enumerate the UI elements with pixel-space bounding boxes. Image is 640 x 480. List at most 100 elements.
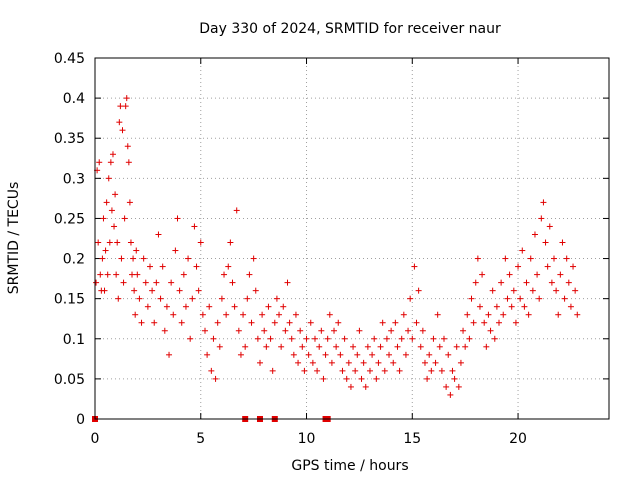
data-point: [381, 367, 388, 374]
data-point: [102, 247, 109, 254]
data-point: [295, 359, 302, 366]
data-point: [350, 343, 357, 350]
data-point: [193, 263, 200, 270]
data-point: [316, 343, 323, 350]
grid-lines: [95, 58, 609, 419]
data-point: [97, 271, 104, 278]
data-point: [299, 343, 306, 350]
data-point: [282, 327, 289, 334]
data-point: [314, 367, 321, 374]
data-point: [231, 303, 238, 310]
data-point: [263, 343, 270, 350]
data-point: [546, 223, 553, 230]
data-point: [502, 255, 509, 262]
data-point: [468, 295, 475, 302]
data-point: [101, 287, 108, 294]
data-point: [256, 359, 263, 366]
data-point: [305, 351, 312, 358]
data-point: [324, 335, 331, 342]
data-point: [531, 231, 538, 238]
data-point: [265, 303, 272, 310]
data-point: [523, 279, 530, 286]
data-point: [432, 359, 439, 366]
data-point: [483, 343, 490, 350]
data-point: [133, 247, 140, 254]
data-point: [142, 279, 149, 286]
data-point: [149, 287, 156, 294]
data-point: [157, 295, 164, 302]
data-point: [371, 335, 378, 342]
data-point: [185, 255, 192, 262]
data-point: [307, 319, 314, 326]
data-point: [201, 327, 208, 334]
data-point: [199, 311, 206, 318]
data-point: [271, 319, 278, 326]
data-point: [284, 279, 291, 286]
data-point: [189, 295, 196, 302]
x-tick-label: 5: [196, 431, 205, 447]
data-point: [402, 351, 409, 358]
data-point: [93, 279, 100, 286]
data-point: [472, 279, 479, 286]
data-point: [462, 343, 469, 350]
data-point: [134, 271, 141, 278]
data-point: [155, 231, 162, 238]
data-point: [396, 367, 403, 374]
data-point: [457, 359, 464, 366]
data-point: [229, 279, 236, 286]
data-point: [474, 255, 481, 262]
data-point: [510, 287, 517, 294]
data-point: [170, 311, 177, 318]
y-tick-labels: 0 0.05 0.1 0.15 0.2 0.25 0.3 0.35 0.4 0.45: [54, 51, 85, 428]
data-point: [113, 271, 120, 278]
data-point: [96, 159, 103, 166]
data-point: [195, 287, 202, 294]
data-point: [118, 255, 125, 262]
x-tick-label: 10: [298, 431, 316, 447]
data-point: [227, 239, 234, 246]
data-point: [168, 279, 175, 286]
x-tick-label: 20: [509, 431, 527, 447]
data-point: [326, 311, 333, 318]
data-point: [515, 263, 522, 270]
data-point: [127, 239, 134, 246]
data-point: [470, 319, 477, 326]
data-point: [176, 287, 183, 294]
data-point: [311, 335, 318, 342]
data-point: [570, 263, 577, 270]
data-point: [364, 343, 371, 350]
data-point: [561, 295, 568, 302]
data-point: [214, 319, 221, 326]
data-point: [366, 367, 373, 374]
data-point: [335, 319, 342, 326]
data-point: [388, 327, 395, 334]
data-point: [301, 367, 308, 374]
data-point: [267, 335, 274, 342]
plot-frame: [94, 57, 610, 420]
data-point: [166, 351, 173, 358]
data-point: [379, 319, 386, 326]
data-point: [206, 303, 213, 310]
data-point: [337, 351, 344, 358]
data-point: [521, 303, 528, 310]
data-point: [347, 383, 354, 390]
data-point: [512, 319, 519, 326]
data-point: [318, 327, 325, 334]
data-point: [400, 311, 407, 318]
data-point: [362, 383, 369, 390]
data-point: [565, 279, 572, 286]
data-point: [341, 335, 348, 342]
data-point: [223, 311, 230, 318]
data-point: [373, 375, 380, 382]
data-point: [544, 263, 551, 270]
data-point: [445, 351, 452, 358]
data-point: [303, 335, 310, 342]
data-point: [174, 215, 181, 222]
data-point: [538, 215, 545, 222]
data-point: [161, 327, 168, 334]
data-point: [496, 319, 503, 326]
data-point: [163, 303, 170, 310]
data-point: [212, 375, 219, 382]
y-axis-label: SRMTID / TECUs: [6, 182, 22, 295]
data-point: [506, 271, 513, 278]
